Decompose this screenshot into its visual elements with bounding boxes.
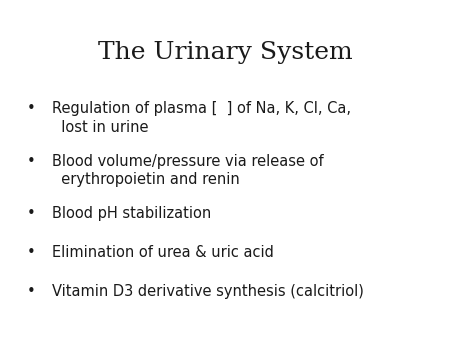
- Text: Regulation of plasma [  ] of Na, K, Cl, Ca,
  lost in urine: Regulation of plasma [ ] of Na, K, Cl, C…: [52, 101, 351, 135]
- Text: The Urinary System: The Urinary System: [98, 41, 352, 64]
- Text: •: •: [27, 284, 36, 299]
- Text: •: •: [27, 154, 36, 169]
- Text: •: •: [27, 101, 36, 116]
- Text: Blood volume/pressure via release of
  erythropoietin and renin: Blood volume/pressure via release of ery…: [52, 154, 324, 187]
- Text: Vitamin D3 derivative synthesis (calcitriol): Vitamin D3 derivative synthesis (calcitr…: [52, 284, 364, 299]
- Text: •: •: [27, 206, 36, 221]
- Text: Blood pH stabilization: Blood pH stabilization: [52, 206, 211, 221]
- Text: •: •: [27, 245, 36, 260]
- Text: Elimination of urea & uric acid: Elimination of urea & uric acid: [52, 245, 274, 260]
